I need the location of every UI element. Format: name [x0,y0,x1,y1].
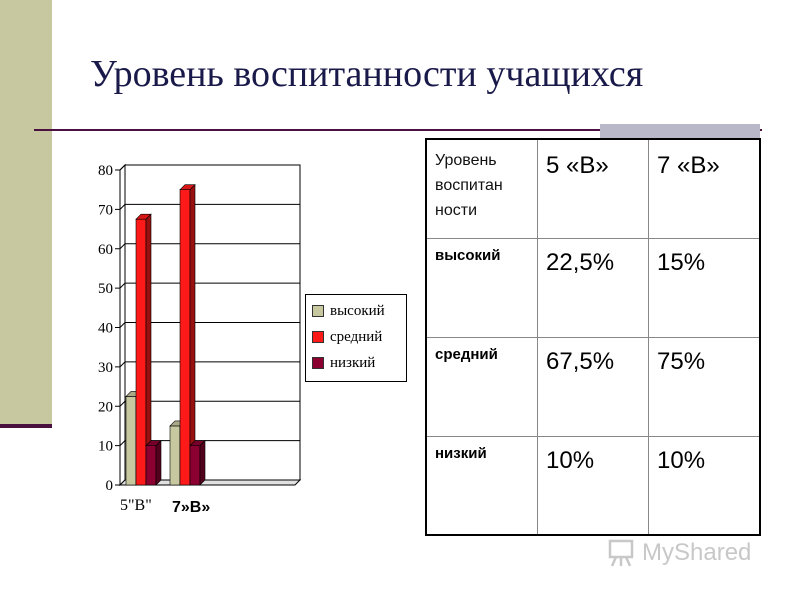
y-tick-label: 10 [98,439,113,455]
table-cell: 67,5% [537,336,649,437]
presentation-board-icon [608,539,634,567]
table-row-label-cell: низкий [425,435,538,536]
y-tick-label: 40 [98,321,113,337]
slide-title: Уровень воспитанности учащихся [90,53,644,95]
legend-item-medium: средний [312,327,382,347]
legend-swatch-low [312,357,324,369]
bar-0-2 [145,445,157,486]
table-row: высокий 22,5% 15% [425,237,761,338]
table-cell-value: 22,5% [546,248,615,276]
table-cell: 75% [648,336,761,437]
y-tick-label: 70 [98,202,113,218]
table-cell: 15% [648,237,761,338]
table-row: средний 67,5% 75% [425,336,761,437]
y-tick-label: 30 [98,360,113,376]
bar-chart: 0 10 20 30 40 50 60 70 80 [90,150,420,530]
bar-1-1 [179,189,191,486]
table-header-label: Уровень воспитан ности [427,140,537,231]
y-tick-label: 80 [98,163,113,179]
bar-1-0 [169,425,181,486]
table-header-col2: 7 «В» [657,152,720,179]
decorative-left-underline [0,424,52,428]
results-table: Уровень воспитан ности 5 «В» 7 «В» высок… [425,138,761,536]
table-header-label-cell: Уровень воспитан ности [425,138,538,239]
table-row-label-cell: средний [425,336,538,437]
table-header-label-line: ности [435,202,477,219]
table-row-label: низкий [435,444,487,462]
legend-label-medium: средний [330,328,383,345]
table-header-row: Уровень воспитан ности 5 «В» 7 «В» [425,138,761,239]
table-cell-value: 15% [657,248,706,276]
bar-side-1-1 [189,183,196,486]
gridline-diagonal [119,164,126,171]
table-row-label: высокий [435,246,501,264]
x-tick-label-category-1: 5"В" [120,497,152,514]
y-tick-label: 0 [106,478,114,494]
y-tick-label: 50 [98,281,113,297]
title-rule-accent [600,124,760,138]
table-row: низкий 10% 10% [425,435,761,536]
legend-swatch-high [312,305,324,317]
y-tick-label: 20 [98,399,113,415]
bar-1-2 [189,445,201,486]
legend-item-low: низкий [312,353,375,373]
table-cell: 10% [648,435,761,536]
table-header-label-line: Уровень [435,152,497,169]
title-rule [34,129,762,131]
gridline-diagonal [119,361,126,368]
table-row-label-cell: высокий [425,237,538,338]
legend-label-high: высокий [330,302,385,319]
table-cell-value: 10% [657,446,706,474]
gridline-diagonal [119,440,126,446]
bar-0-1 [135,218,147,486]
myshared-watermark: MyShared [606,536,766,570]
legend-item-high: высокий [312,301,385,321]
table-cell-value: 67,5% [546,347,615,375]
table-header-label-line: воспитан [435,177,503,194]
bar-chart-canvas: 0 10 20 30 40 50 60 70 80 [98,163,302,494]
bar-side-0-2 [155,439,162,486]
legend-label-low: низкий [330,354,376,371]
gridline-diagonal [119,400,126,407]
table-cell-value: 10% [546,446,595,474]
gridline-diagonal [119,204,126,210]
watermark-text: MyShared [642,539,752,566]
table-cell: 22,5% [537,237,649,338]
table-header-col1-cell: 5 «В» [537,138,649,239]
x-tick-label-category-2: 7»В» [172,499,211,516]
bar-side-1-2 [199,439,206,486]
table-header-col1: 5 «В» [546,152,609,179]
chart-legend: высокий средний низкий [305,294,407,382]
gridline-diagonal [119,282,126,289]
table-cell-value: 75% [657,347,706,375]
bar-0-0 [125,396,137,486]
gridline-diagonal [119,243,126,250]
table-cell: 10% [537,435,649,536]
decorative-left-strip [0,0,52,426]
table-row-label: средний [435,345,498,363]
y-tick-label: 60 [98,242,113,258]
legend-swatch-medium [312,331,324,343]
gridline-diagonal [119,322,126,328]
table-header-col2-cell: 7 «В» [648,138,761,239]
